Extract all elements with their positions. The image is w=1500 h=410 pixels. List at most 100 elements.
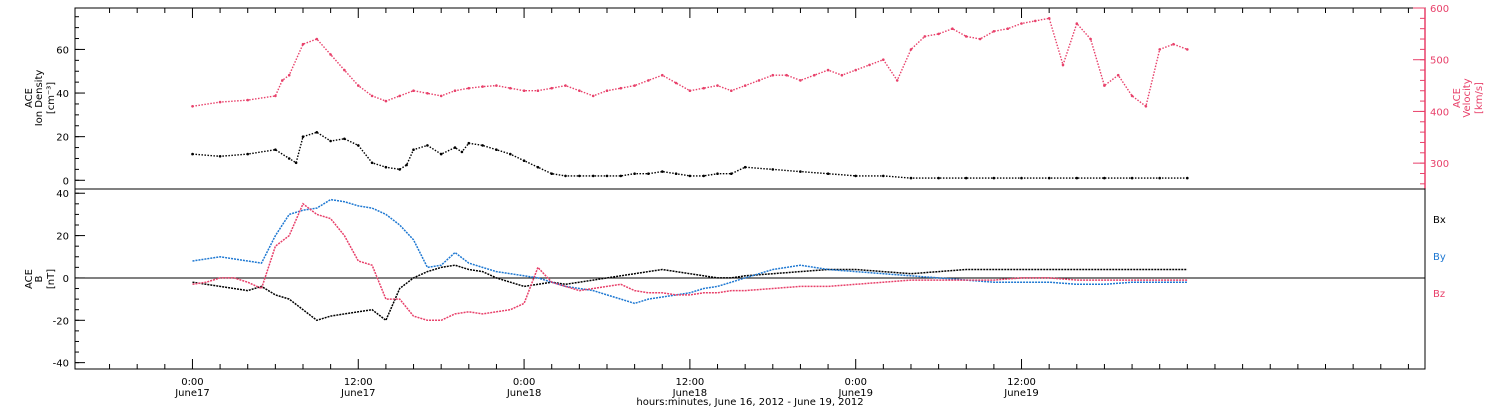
velocity-point — [771, 73, 775, 77]
ion-density-point — [937, 176, 940, 180]
ion-density-point — [619, 174, 623, 178]
ion-density-point — [992, 176, 996, 180]
ion-density-point — [467, 141, 471, 145]
ion-density-point — [1047, 176, 1051, 180]
x-tick-time: 0:00 — [181, 377, 203, 388]
velocity-point — [633, 84, 636, 87]
velocity-point — [674, 81, 678, 85]
velocity-point — [315, 37, 319, 41]
ion-density-point — [218, 155, 222, 158]
field-tick-label: -40 — [53, 359, 69, 370]
velocity-point — [702, 86, 705, 90]
ion-density-point — [674, 172, 678, 175]
ion-density-point — [1075, 176, 1079, 180]
velocity-point — [1047, 17, 1051, 20]
field-axis-label-line3: [nT] — [46, 269, 57, 289]
velocity-point — [895, 79, 899, 82]
ion-density-point — [405, 163, 408, 167]
velocity-point — [951, 27, 954, 31]
ion-density-point — [605, 174, 609, 178]
ion-density-point — [854, 174, 857, 178]
velocity-point — [329, 53, 332, 56]
x-tick-time: 12:00 — [1007, 377, 1036, 388]
ion-density-point — [771, 168, 775, 171]
x-tick-date: June17 — [174, 388, 210, 399]
velocity-series — [192, 17, 1188, 108]
ion-density-point — [439, 152, 443, 156]
ion-density-point — [246, 152, 249, 156]
velocity-point — [564, 84, 567, 87]
velocity-point — [426, 92, 429, 95]
ion-density-point — [1020, 176, 1023, 180]
x-axis: 0:00June1712:00June170:00June1812:00June… — [109, 8, 1409, 399]
ion-density-point — [509, 152, 512, 156]
field-tick-label: 0 — [63, 274, 69, 285]
velocity-point — [1061, 63, 1065, 67]
velocity-point — [978, 37, 982, 41]
density-tick-label: 0 — [63, 176, 69, 187]
ion-density-point — [315, 131, 319, 134]
bottom-series — [192, 198, 1188, 322]
density-axis-label-line3: [cm⁻³] — [46, 82, 57, 114]
velocity-point — [439, 94, 443, 98]
velocity-point — [840, 73, 844, 77]
velocity-point — [964, 35, 968, 38]
legend-label-bx: Bx — [1433, 215, 1446, 226]
ion-density-point — [1186, 176, 1189, 180]
ion-density-point — [453, 146, 457, 149]
velocity-point — [937, 32, 940, 36]
velocity-point — [357, 84, 360, 87]
velocity-tick-label: 500 — [1430, 56, 1449, 67]
ion-density-point — [564, 174, 567, 178]
velocity-point — [522, 89, 526, 92]
velocity-point — [1158, 48, 1161, 51]
density-axis-label-line1: ACE — [24, 88, 35, 108]
top-right-axis: 300 400 500 600 — [1413, 4, 1449, 189]
density-tick-label: 40 — [56, 89, 69, 100]
x-tick-time: 0:00 — [844, 377, 866, 388]
ion-density-point — [550, 172, 553, 175]
velocity-point — [481, 85, 484, 88]
ion-density-point — [964, 176, 968, 180]
velocity-point — [868, 63, 871, 67]
velocity-point — [882, 58, 885, 61]
ion-density-point — [301, 135, 305, 138]
ion-density-point — [591, 174, 595, 178]
ion-density-series — [192, 131, 1188, 179]
field-axis-label-line2: B — [34, 275, 45, 282]
ion-density-point — [1158, 176, 1161, 180]
velocity-point — [218, 100, 222, 104]
velocity-point — [923, 35, 927, 38]
ion-density-point — [412, 148, 415, 151]
ion-density-point — [633, 172, 636, 175]
velocity-point — [281, 79, 284, 82]
velocity-point — [1144, 105, 1148, 108]
ion-density-point — [357, 144, 360, 147]
velocity-point — [785, 73, 788, 77]
x-tick-date: June18 — [506, 388, 542, 399]
velocity-point — [799, 79, 802, 82]
velocity-point — [1172, 42, 1175, 46]
top-left-axis: 0 20 40 60 — [56, 16, 85, 187]
velocity-point — [287, 73, 291, 77]
velocity-axis-label-line1: ACE — [1452, 88, 1463, 108]
velocity-point — [370, 94, 374, 98]
velocity-point — [688, 89, 692, 92]
velocity-point — [909, 48, 913, 51]
velocity-point — [619, 86, 623, 90]
ion-density-point — [647, 172, 650, 175]
velocity-axis-label-line3: [km/s] — [1474, 82, 1485, 114]
x-tick-date: June18 — [672, 388, 708, 399]
density-tick-label: 60 — [56, 45, 69, 56]
density-axis-label-line2: Ion Density — [34, 70, 45, 127]
ion-density-point — [882, 174, 885, 178]
ion-density-point — [730, 172, 733, 175]
velocity-point — [509, 86, 512, 90]
bottom-left-axis: -40 -20 0 20 40 — [53, 189, 1425, 370]
ion-density-point — [384, 165, 388, 169]
ion-density-point — [460, 150, 464, 154]
by-series — [192, 198, 1188, 305]
velocity-point — [1103, 84, 1106, 87]
velocity-point — [826, 68, 830, 72]
